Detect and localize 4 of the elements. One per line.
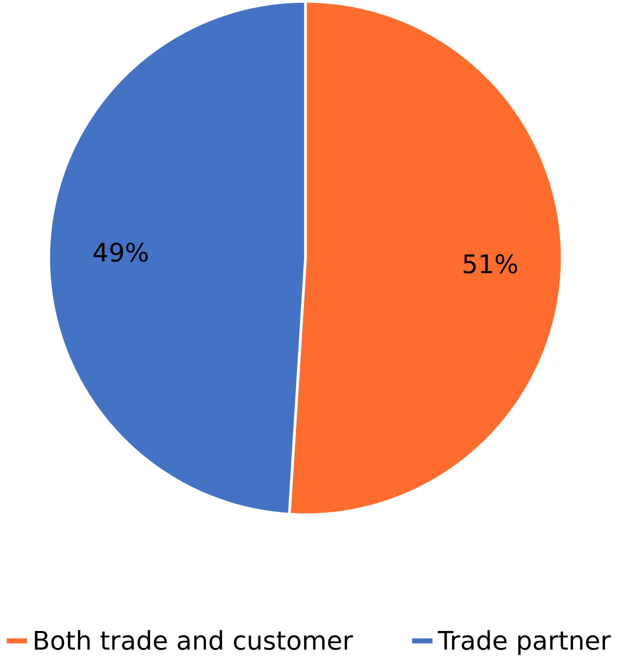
legend-label: Trade partner — [438, 630, 612, 655]
data-label: 49% — [94, 242, 148, 262]
legend-label: Both trade and customer — [35, 630, 354, 650]
data-label: 51% — [464, 254, 518, 274]
